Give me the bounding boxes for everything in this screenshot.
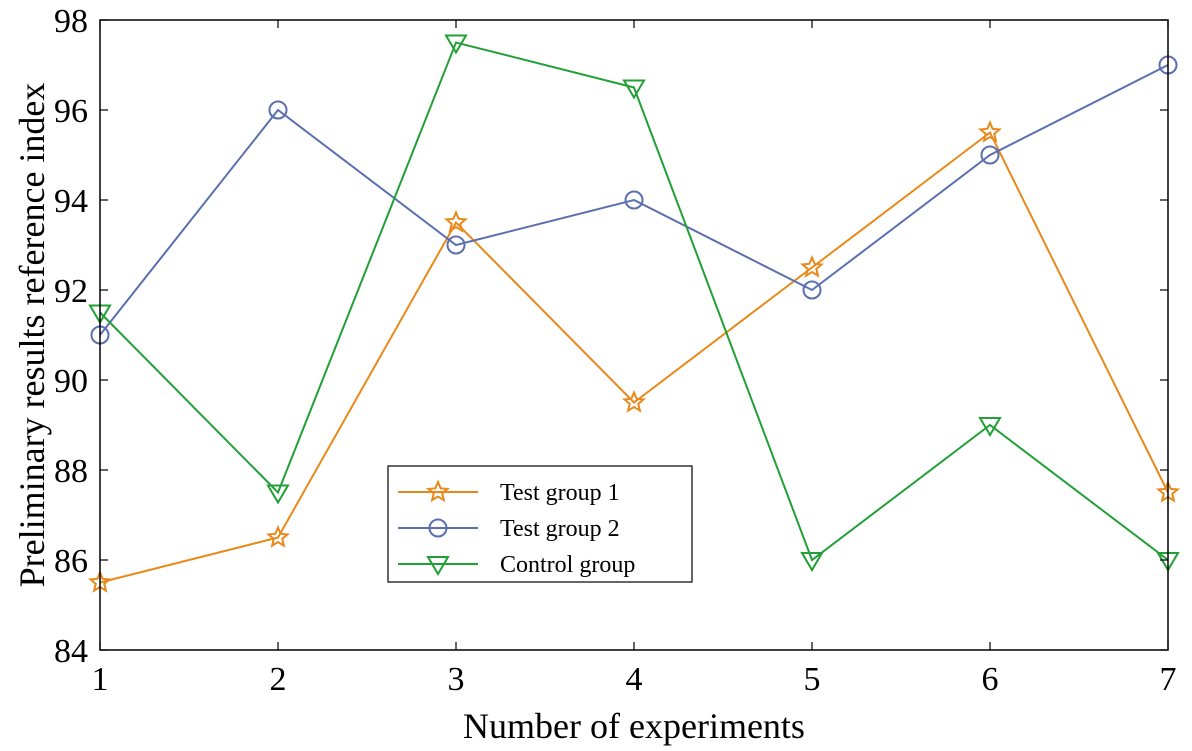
x-tick-label: 1 xyxy=(92,661,109,698)
series-line xyxy=(99,41,1169,562)
data-point xyxy=(624,190,644,210)
x-tick-label: 3 xyxy=(448,661,465,698)
legend-item-1: Test group 1 xyxy=(398,479,620,506)
series-line xyxy=(99,130,1169,584)
x-tick-label: 6 xyxy=(982,661,999,698)
legend-marker xyxy=(426,556,450,576)
y-axis-title: Preliminary results reference index xyxy=(12,83,52,588)
x-tick-label: 5 xyxy=(804,661,821,698)
y-tick-label: 98 xyxy=(54,3,88,40)
y-tick-label: 90 xyxy=(54,363,88,400)
series-3 xyxy=(88,34,1180,572)
y-tick-label: 88 xyxy=(54,453,88,490)
data-point xyxy=(978,417,1002,437)
legend-label: Control group xyxy=(500,552,635,578)
data-point xyxy=(266,524,290,548)
legend-marker xyxy=(428,518,448,538)
y-tick-label: 92 xyxy=(54,273,88,310)
data-point xyxy=(800,552,824,572)
x-tick-label: 7 xyxy=(1160,661,1177,698)
data-point xyxy=(444,209,468,233)
x-axis-title: Number of experiments xyxy=(463,706,805,746)
plot-frame xyxy=(99,19,1169,651)
y-tick-label: 96 xyxy=(54,93,88,130)
legend-label: Test group 2 xyxy=(500,516,620,542)
x-tick-label: 4 xyxy=(626,661,643,698)
x-tick-label: 2 xyxy=(270,661,287,698)
data-point xyxy=(268,100,288,120)
data-point xyxy=(980,145,1000,165)
legend-marker xyxy=(426,479,450,503)
data-point xyxy=(266,484,290,505)
plot-area xyxy=(88,34,1180,593)
legend: Test group 1 Test group 2 Control group xyxy=(387,465,693,583)
data-point xyxy=(800,254,824,278)
axis-ticks: 1 2 3 4 5 6 7 84 86 88 90 92 94 96 98 xyxy=(54,3,1177,698)
series-2 xyxy=(90,55,1178,345)
y-tick-label: 94 xyxy=(54,183,88,220)
data-point xyxy=(446,235,466,255)
legend-label: Test group 1 xyxy=(500,480,620,506)
legend-item-2: Test group 2 xyxy=(398,516,620,542)
series-1 xyxy=(88,119,1180,593)
data-point xyxy=(622,389,646,413)
legend-item-3: Control group xyxy=(398,552,635,578)
data-point xyxy=(622,79,646,100)
data-point xyxy=(802,280,822,300)
y-tick-label: 84 xyxy=(54,633,88,670)
y-tick-label: 86 xyxy=(54,543,88,580)
data-point xyxy=(978,119,1002,143)
series-line xyxy=(99,64,1169,336)
data-point xyxy=(444,34,468,55)
